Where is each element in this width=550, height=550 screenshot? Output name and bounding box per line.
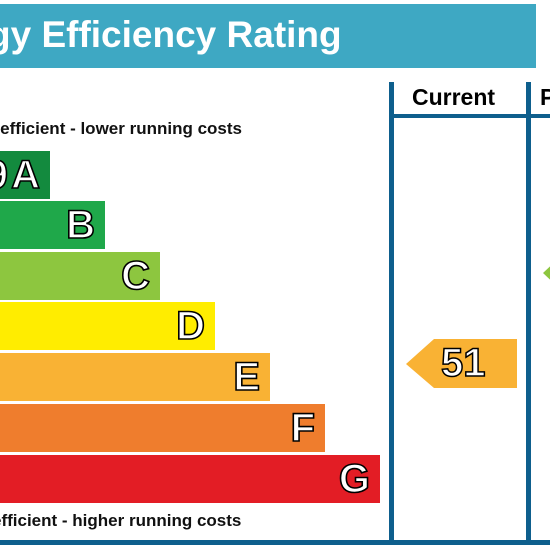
column-header-potential: P [540,84,550,110]
caption-bottom: efficient - higher running costs [0,511,242,530]
divider-middle [526,82,531,541]
band-c: C [0,252,160,300]
band-e: E [0,353,270,401]
band-range-fragment: 9 [0,152,9,198]
band-g: G [0,455,380,503]
header-rule [389,114,550,118]
band-letter: B [65,202,95,248]
band-letter: C [120,253,150,299]
band-a: A9 [0,151,50,199]
bottom-rule [0,540,550,545]
column-header-current: Current [412,84,496,110]
band-d: D [0,302,215,350]
band-letter: E [233,354,261,400]
band-letter: A [10,152,40,198]
band-letter: F [290,405,316,451]
band-letter: D [175,303,205,349]
current-rating-arrow [406,339,517,388]
divider-left [389,82,394,541]
caption-top: y efficient - lower running costs [0,119,242,138]
band-b: B [0,201,105,249]
current-rating-value: 51 [440,340,486,386]
header-bar: gy Efficiency Rating [0,4,536,68]
chart-title: gy Efficiency Rating [0,14,342,55]
potential-rating-arrow [543,266,550,280]
band-letter: G [338,456,371,502]
band-f: F [0,404,325,452]
